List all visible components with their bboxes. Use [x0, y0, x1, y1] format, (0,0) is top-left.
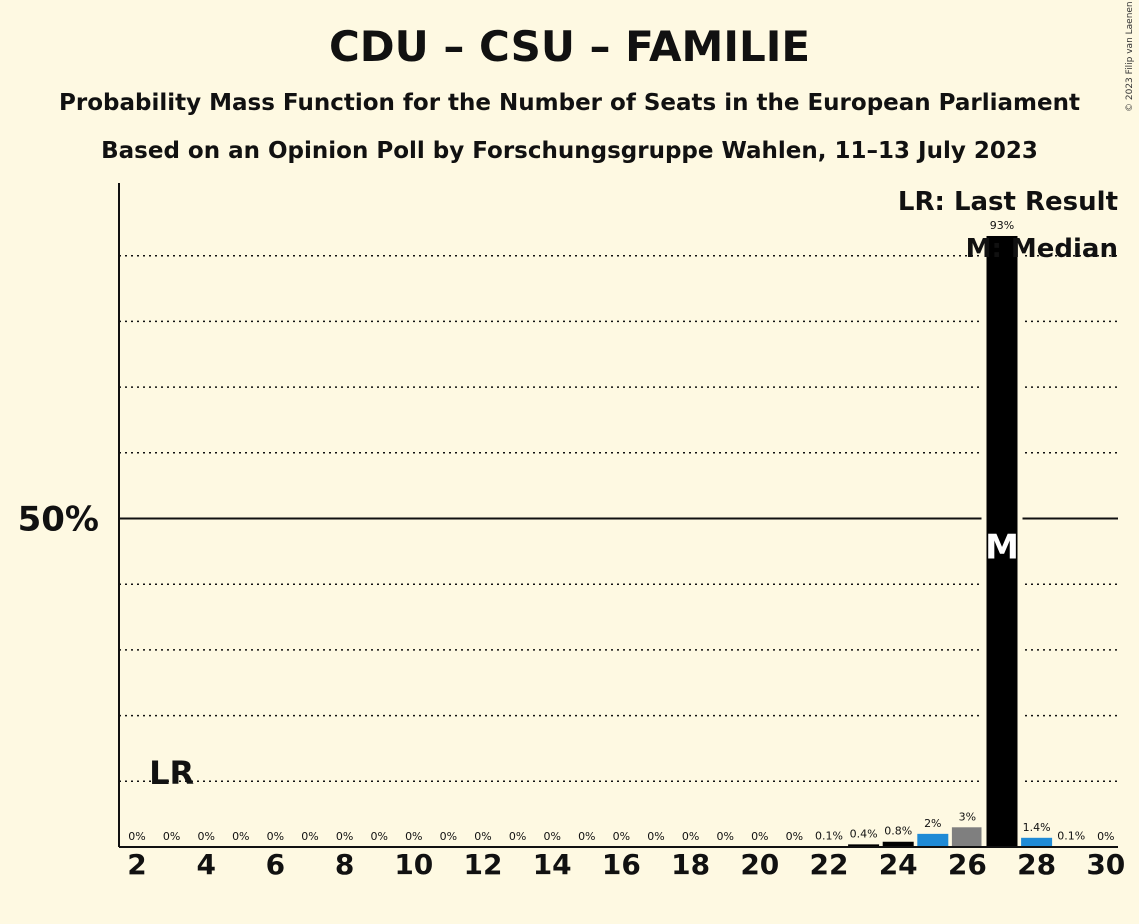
bar-seat-25: [917, 833, 949, 847]
x-tick-label-30: 30: [1086, 848, 1125, 881]
bar-label-seat-6: 0%: [267, 830, 284, 843]
x-tick-label-8: 8: [335, 848, 354, 881]
bar-seat-26: [951, 827, 983, 847]
x-tick-label-6: 6: [266, 848, 285, 881]
bar-label-seat-27: 93%: [990, 219, 1014, 232]
x-tick-label-20: 20: [740, 848, 779, 881]
bar-label-seat-7: 0%: [301, 830, 318, 843]
bar-label-seat-8: 0%: [336, 830, 353, 843]
bar-seat-23: [848, 844, 880, 847]
bar-label-seat-15: 0%: [578, 830, 595, 843]
last-result-marker: LR: [149, 754, 194, 792]
x-tick-label-22: 22: [810, 848, 849, 881]
bar-seat-24: [882, 841, 914, 847]
bar-label-seat-3: 0%: [163, 830, 180, 843]
legend-last-result: LR: Last Result: [898, 187, 1118, 217]
bar-label-seat-10: 0%: [405, 830, 422, 843]
bar-label-seat-2: 0%: [128, 830, 145, 843]
bar-label-seat-11: 0%: [440, 830, 457, 843]
bar-label-seat-28: 1.4%: [1023, 821, 1051, 834]
chart-title: CDU – CSU – FAMILIE: [328, 22, 811, 71]
bar-label-seat-9: 0%: [370, 830, 387, 843]
bar-label-seat-20: 0%: [751, 830, 768, 843]
bar-label-seat-23: 0.4%: [850, 827, 878, 840]
bar-label-seat-30: 0%: [1097, 830, 1114, 843]
gridlines: [119, 254, 1118, 783]
bar-label-seat-5: 0%: [232, 830, 249, 843]
bar-label-seat-26: 3%: [959, 810, 976, 823]
bar-label-seat-18: 0%: [682, 830, 699, 843]
median-marker: M: [985, 528, 1019, 568]
bar-label-seat-24: 0.8%: [884, 825, 912, 838]
bar-label-seat-25: 2%: [924, 817, 941, 830]
x-tick-label-2: 2: [127, 848, 146, 881]
x-tick-label-12: 12: [464, 848, 503, 881]
x-tick-label-10: 10: [394, 848, 433, 881]
chart-subtitle: Probability Mass Function for the Number…: [59, 90, 1080, 116]
x-tick-label-4: 4: [196, 848, 215, 881]
x-tick-label-18: 18: [671, 848, 710, 881]
bar-label-seat-22: 0.1%: [815, 829, 843, 842]
bar-label-seat-21: 0%: [786, 830, 803, 843]
x-axis-ticks: 2 4 6 8 10 12 14 16 18 20 22 24 26 28 30: [127, 848, 1125, 881]
bar-label-seat-16: 0%: [613, 830, 630, 843]
bar-value-labels: 0% 0% 0% 0% 0% 0% 0% 0% 0% 0% 0% 0% 0% 0% 0% 0% 0% 0% 0% 0%…: [128, 219, 1114, 843]
x-tick-label-26: 26: [948, 848, 987, 881]
bar-label-seat-13: 0%: [509, 830, 526, 843]
x-tick-label-28: 28: [1017, 848, 1056, 881]
bar-label-seat-4: 0%: [197, 830, 214, 843]
x-tick-label-14: 14: [533, 848, 572, 881]
bar-seat-28: [1021, 837, 1053, 847]
y-tick-label-50: 50%: [18, 500, 99, 540]
bar-label-seat-12: 0%: [474, 830, 491, 843]
x-tick-label-24: 24: [879, 848, 918, 881]
legend-median: M: Median: [966, 234, 1118, 264]
bar-label-seat-17: 0%: [647, 830, 664, 843]
bar-label-seat-14: 0%: [543, 830, 560, 843]
bar-seat-27: [986, 235, 1018, 848]
bars: [813, 235, 1087, 848]
x-tick-label-16: 16: [602, 848, 641, 881]
chart-source-line: Based on an Opinion Poll by Forschungsgr…: [101, 138, 1038, 164]
bar-label-seat-29: 0.1%: [1057, 829, 1085, 842]
bar-label-seat-19: 0%: [716, 830, 733, 843]
